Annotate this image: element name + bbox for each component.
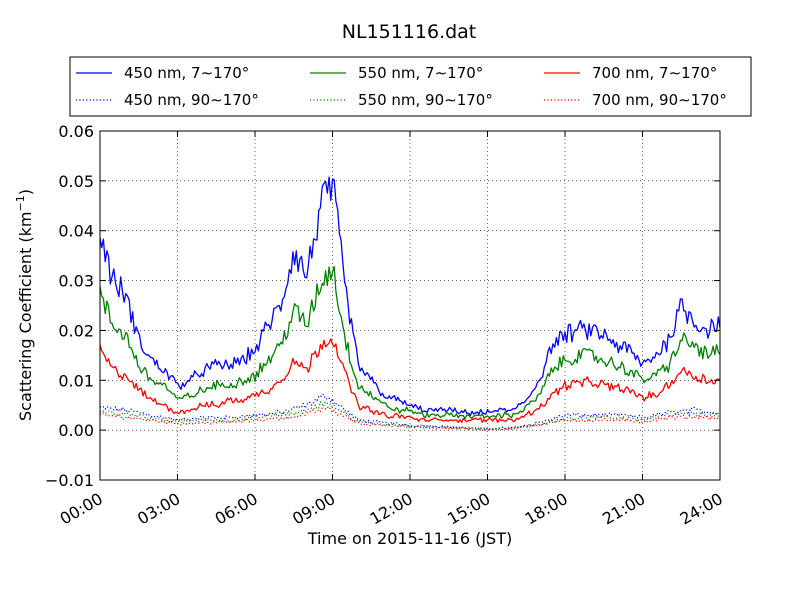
grid: [100, 131, 720, 480]
legend-label: 550 nm, 90∼170°: [358, 91, 493, 109]
legend-label: 450 nm, 7∼170°: [124, 64, 249, 82]
y-axis-label: Scattering Coefficient (km−1): [14, 189, 35, 421]
y-tick-label: 0.04: [58, 222, 94, 241]
x-tick-label: 24:00: [677, 489, 726, 529]
y-axis-label-main: Scattering Coefficient (km: [16, 211, 35, 421]
legend-frame: [69, 56, 752, 117]
x-tick-label: 00:00: [57, 489, 106, 529]
series-line: [99, 176, 721, 417]
legend-label: 700 nm, 90∼170°: [592, 91, 727, 109]
x-axis-label: Time on 2015-11-16 (JST): [307, 529, 512, 548]
y-axis-label-close: ): [16, 189, 35, 195]
x-tick-label: 06:00: [212, 489, 261, 529]
y-tick-label: 0.01: [58, 371, 94, 390]
x-tick-label: 15:00: [444, 489, 493, 529]
x-tick-label: 12:00: [367, 489, 416, 529]
y-tick-label: 0.03: [58, 272, 94, 291]
series-line: [99, 265, 721, 420]
y-tick-label: 0.06: [58, 122, 94, 141]
x-tick-label: 03:00: [134, 489, 183, 529]
series-layer: [99, 176, 721, 431]
series-line: [99, 338, 721, 424]
series-line: [99, 405, 721, 431]
y-tick-label: 0.00: [58, 421, 94, 440]
y-tick-label: 0.02: [58, 321, 94, 340]
legend-label: 550 nm, 7∼170°: [358, 64, 483, 82]
y-tick-label: 0.05: [58, 172, 94, 191]
legend: 450 nm, 7∼170° 450 nm, 90∼170° 550 nm, 7∼1…: [69, 56, 752, 117]
ticks: 00:00 03:00 06:00 09:00 12:00 15:00 18:00 21:00…: [45, 122, 726, 529]
series-line: [99, 393, 721, 431]
y-axis-label-exponent: −1: [14, 195, 27, 211]
x-tick-label: 09:00: [289, 489, 338, 529]
series-line: [99, 401, 721, 431]
legend-label: 450 nm, 90∼170°: [124, 91, 259, 109]
x-tick-label: 18:00: [522, 489, 571, 529]
legend-label: 700 nm, 7∼170°: [592, 64, 717, 82]
x-tick-label: 21:00: [599, 489, 648, 529]
chart-title: NL151116.dat: [342, 21, 477, 43]
y-tick-label: −0.01: [45, 471, 94, 490]
